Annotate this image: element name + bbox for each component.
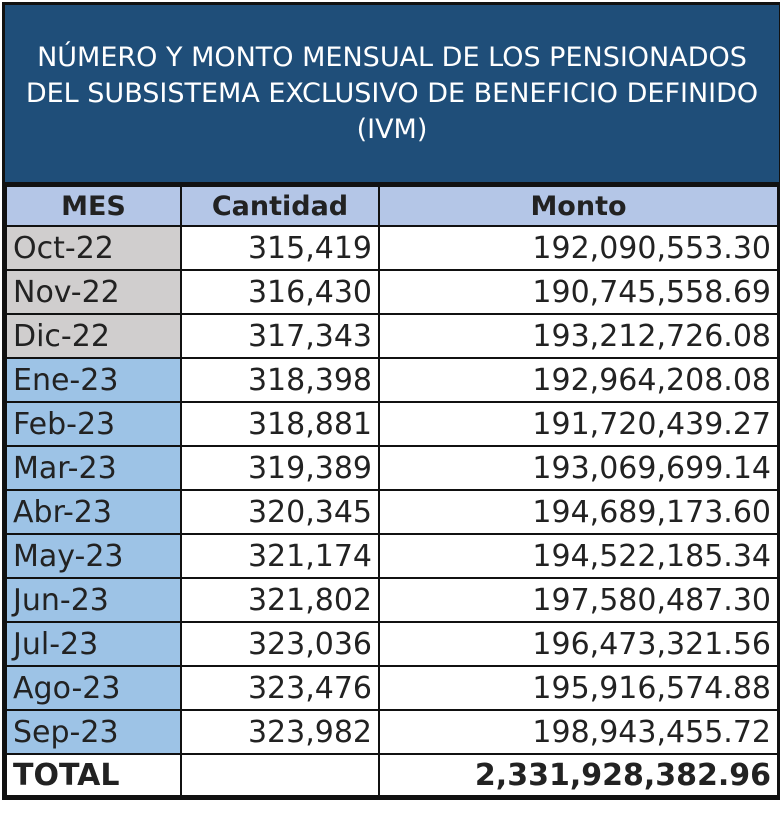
cell-mes: Mar-23 — [5, 445, 182, 491]
cell-cantidad: 321,802 — [180, 577, 380, 623]
cell-cantidad: 321,174 — [180, 533, 380, 579]
cell-monto: 194,689,173.60 — [378, 489, 779, 535]
cell-cantidad: 323,982 — [180, 709, 380, 755]
cell-cantidad: 317,343 — [180, 313, 380, 359]
header-row: MES Cantidad Monto — [5, 185, 779, 227]
cell-monto: 195,916,574.88 — [378, 665, 779, 711]
column-header-mes: MES — [5, 185, 182, 227]
table-row: Feb-23 318,881 191,720,439.27 — [5, 401, 779, 447]
cell-monto: 194,522,185.34 — [378, 533, 779, 579]
cell-monto: 193,069,699.14 — [378, 445, 779, 491]
table-row: Jun-23 321,802 197,580,487.30 — [5, 577, 779, 623]
cell-mes: Sep-23 — [5, 709, 182, 755]
cell-monto: 192,090,553.30 — [378, 225, 779, 271]
cell-mes: Jul-23 — [5, 621, 182, 667]
table-row: Sep-23 323,982 198,943,455.72 — [5, 709, 779, 755]
column-header-cantidad: Cantidad — [180, 185, 380, 227]
total-cantidad — [180, 753, 380, 797]
cell-mes: Ene-23 — [5, 357, 182, 403]
cell-cantidad: 316,430 — [180, 269, 380, 315]
cell-cantidad: 323,476 — [180, 665, 380, 711]
cell-monto: 196,473,321.56 — [378, 621, 779, 667]
table-row: Abr-23 320,345 194,689,173.60 — [5, 489, 779, 535]
table-row: Oct-22 315,419 192,090,553.30 — [5, 225, 779, 271]
cell-mes: Ago-23 — [5, 665, 182, 711]
total-label: TOTAL — [5, 753, 182, 797]
cell-monto: 192,964,208.08 — [378, 357, 779, 403]
pension-table-container: NÚMERO Y MONTO MENSUAL DE LOS PENSIONADO… — [2, 2, 780, 800]
table-row: Dic-22 317,343 193,212,726.08 — [5, 313, 779, 359]
table-row: May-23 321,174 194,522,185.34 — [5, 533, 779, 579]
total-monto: 2,331,928,382.96 — [378, 753, 779, 797]
table-title: NÚMERO Y MONTO MENSUAL DE LOS PENSIONADO… — [5, 5, 779, 185]
cell-monto: 190,745,558.69 — [378, 269, 779, 315]
table-row: Ene-23 318,398 192,964,208.08 — [5, 357, 779, 403]
column-header-monto: Monto — [378, 185, 779, 227]
cell-cantidad: 320,345 — [180, 489, 380, 535]
cell-cantidad: 315,419 — [180, 225, 380, 271]
table-row: Jul-23 323,036 196,473,321.56 — [5, 621, 779, 667]
cell-monto: 197,580,487.30 — [378, 577, 779, 623]
cell-cantidad: 319,389 — [180, 445, 380, 491]
cell-monto: 193,212,726.08 — [378, 313, 779, 359]
cell-mes: Jun-23 — [5, 577, 182, 623]
table-row: Mar-23 319,389 193,069,699.14 — [5, 445, 779, 491]
cell-cantidad: 318,398 — [180, 357, 380, 403]
cell-monto: 191,720,439.27 — [378, 401, 779, 447]
cell-monto: 198,943,455.72 — [378, 709, 779, 755]
cell-mes: Feb-23 — [5, 401, 182, 447]
cell-mes: Nov-22 — [5, 269, 182, 315]
cell-mes: May-23 — [5, 533, 182, 579]
total-row: TOTAL 2,331,928,382.96 — [5, 753, 779, 797]
cell-cantidad: 323,036 — [180, 621, 380, 667]
cell-cantidad: 318,881 — [180, 401, 380, 447]
cell-mes: Dic-22 — [5, 313, 182, 359]
cell-mes: Abr-23 — [5, 489, 182, 535]
table-row: Ago-23 323,476 195,916,574.88 — [5, 665, 779, 711]
table-row: Nov-22 316,430 190,745,558.69 — [5, 269, 779, 315]
cell-mes: Oct-22 — [5, 225, 182, 271]
pension-table: MES Cantidad Monto Oct-22 315,419 192,090,… — [5, 185, 779, 797]
